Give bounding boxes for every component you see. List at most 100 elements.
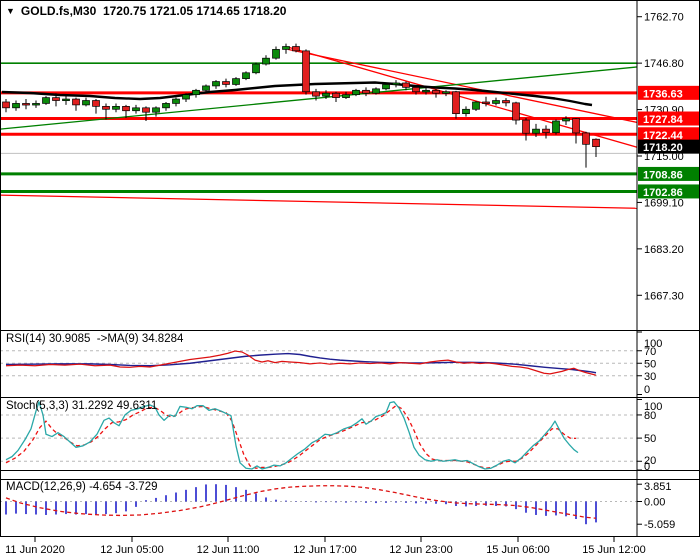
stoch-axis-label: 0	[644, 461, 650, 473]
price-axis-label: 1699.10	[644, 197, 684, 209]
candlestick	[332, 91, 340, 102]
candlestick	[442, 90, 450, 97]
candlestick	[292, 43, 300, 53]
candle-body	[242, 72, 250, 79]
candle-body	[562, 118, 570, 122]
candle-body	[182, 94, 190, 100]
stochastic-panel	[0, 401, 637, 470]
candlestick	[482, 96, 490, 107]
time-axis-label: 12 Jun 17:00	[293, 544, 357, 556]
candle-body	[382, 84, 390, 90]
candlestick	[552, 119, 560, 135]
candle-body	[492, 100, 500, 104]
rsi-panel	[0, 350, 637, 377]
rsi-axis-label: 70	[644, 346, 656, 358]
candlestick	[392, 80, 400, 88]
candlestick	[112, 103, 120, 113]
candle-body	[22, 103, 30, 106]
candlestick	[342, 91, 350, 100]
candle-body	[292, 46, 300, 52]
price-badge-rect	[638, 184, 699, 199]
candle-body	[402, 82, 410, 88]
price-badge-label: 1702.86	[643, 187, 683, 199]
candle-body	[52, 97, 60, 101]
candlestick	[22, 99, 30, 110]
candle-body	[302, 50, 310, 93]
candlestick	[542, 125, 550, 139]
candle-body	[282, 46, 290, 50]
price-axis-label: 1667.30	[644, 290, 684, 302]
candlesticks	[2, 43, 600, 168]
stoch-axis-label: 80	[644, 410, 656, 422]
candlestick	[322, 90, 330, 100]
price-badge: 1702.86	[638, 184, 699, 199]
candle-body	[552, 120, 560, 133]
time-axis-label: 12 Jun 23:00	[389, 544, 453, 556]
candle-body	[462, 108, 470, 115]
trendline	[287, 48, 638, 124]
candlestick	[502, 98, 510, 107]
candlestick	[582, 131, 590, 168]
candlestick	[122, 104, 130, 119]
candle-body	[172, 98, 180, 104]
candle-body	[362, 89, 370, 94]
candle-body	[122, 106, 130, 112]
price-badge: 1727.84	[638, 111, 699, 126]
price-badge-rect	[638, 85, 699, 100]
rsi-line	[5, 350, 597, 376]
candlestick	[432, 88, 440, 98]
candle-body	[112, 106, 120, 110]
candlestick	[152, 106, 160, 117]
price-badge: 1708.86	[638, 166, 699, 181]
candle-body	[322, 92, 330, 97]
candlestick	[312, 88, 320, 101]
time-axis-label: 11 Jun 2020	[5, 544, 65, 556]
price-badge-rect	[638, 111, 699, 126]
price-badge-label: 1727.84	[643, 114, 684, 126]
candle-body	[42, 97, 50, 104]
price-badge: 1718.20	[638, 139, 699, 154]
candle-body	[192, 89, 200, 96]
time-axis[interactable]: 11 Jun 2020 12 Jun 05:00 12 Jun 11:00 12 Ju…	[5, 537, 646, 556]
candlestick	[42, 96, 50, 105]
rsi-axis-label: 50	[644, 359, 656, 371]
price-badge-label: 1708.86	[643, 169, 683, 181]
ma-line	[1, 81, 593, 107]
time-axis-label: 15 Jun 06:00	[486, 544, 550, 556]
macd-axis-label: 3.851	[644, 481, 672, 493]
candlestick	[62, 96, 70, 105]
stoch-axis-label: 50	[644, 433, 656, 445]
candle-body	[342, 94, 350, 98]
price-axis[interactable]: 1762.701746.801730.901715.001699.101683.…	[637, 12, 699, 531]
candle-body	[582, 132, 590, 145]
candle-body	[572, 118, 580, 134]
candle-body	[212, 81, 220, 87]
candlestick	[82, 97, 90, 107]
candlestick	[142, 106, 150, 121]
candlestick	[162, 101, 170, 111]
candle-body	[232, 78, 240, 85]
candle-body	[32, 103, 40, 106]
candle-body	[12, 103, 20, 109]
price-badge-rect	[638, 127, 699, 142]
candlestick	[412, 85, 420, 95]
candle-body	[332, 92, 340, 98]
candle-body	[152, 107, 160, 113]
candlestick	[52, 93, 60, 107]
candle-body	[222, 81, 230, 85]
candle-body	[272, 49, 280, 59]
price-badge-label: 1718.20	[643, 142, 683, 154]
trendline	[0, 194, 638, 209]
candlestick	[132, 104, 140, 114]
candle-body	[62, 98, 70, 102]
candle-body	[132, 107, 140, 112]
candlestick	[422, 87, 430, 95]
candlestick	[522, 118, 530, 141]
candlestick	[302, 49, 310, 95]
candle-body	[472, 101, 480, 110]
rsi-axis-label: 30	[644, 371, 656, 383]
candle-body	[502, 100, 510, 104]
candlestick	[272, 46, 280, 60]
candlestick	[572, 118, 580, 144]
